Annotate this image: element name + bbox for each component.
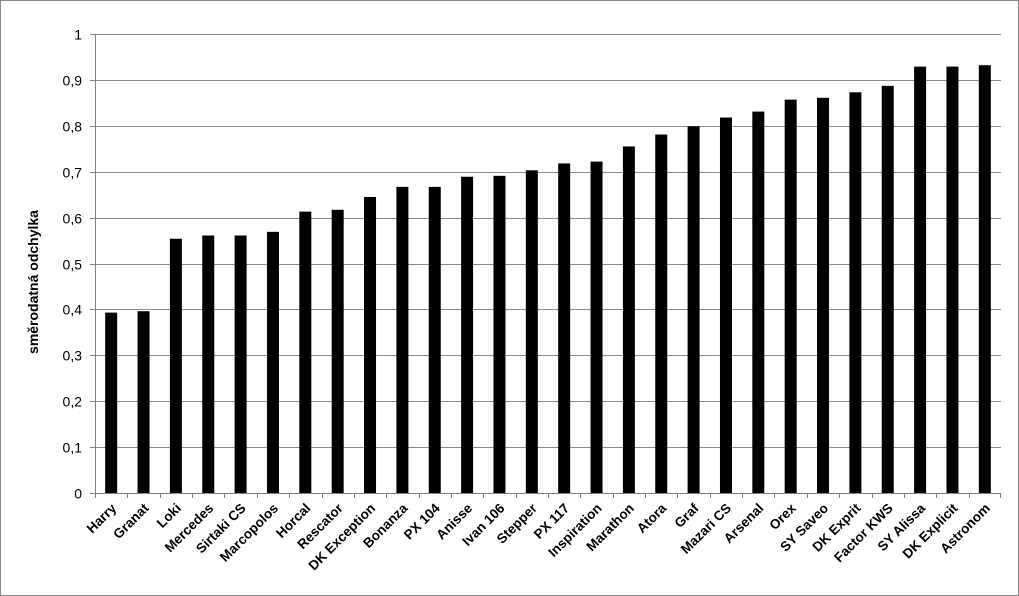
bar [202, 235, 215, 493]
bar [105, 312, 118, 493]
bar [817, 97, 830, 494]
x-category-label: Atora [634, 500, 670, 536]
y-tick-label: 0,7 [63, 165, 83, 181]
bar [881, 85, 894, 493]
bar [299, 211, 312, 493]
y-axis-title: směrodatná odchylka [25, 210, 41, 354]
bar [655, 134, 668, 493]
bar [849, 92, 862, 493]
bar [169, 238, 182, 493]
x-category-label: Granat [110, 500, 152, 542]
y-tick-labels: 0 0,1 0,2 0,3 0,4 0,5 0,6 0,7 0,8 0,9 1 [63, 27, 83, 502]
y-tick-label: 0,5 [63, 257, 83, 273]
bar [978, 65, 991, 493]
bar [784, 99, 797, 494]
bar [914, 66, 927, 494]
y-tick-label: 0,4 [63, 302, 83, 318]
bar [946, 66, 959, 494]
bar [590, 161, 603, 494]
y-tick-label: 1 [74, 27, 82, 43]
bar [493, 175, 506, 493]
bar [234, 235, 247, 493]
gridlines [95, 34, 1001, 448]
bars [105, 65, 991, 494]
y-tick-label: 0,8 [63, 119, 83, 135]
bar [461, 176, 474, 493]
y-tick-label: 0,3 [63, 348, 83, 364]
bar [331, 209, 344, 493]
bar [687, 126, 700, 493]
y-tick-label: 0,1 [63, 440, 83, 456]
y-tick-label: 0,9 [63, 73, 83, 89]
bar [266, 231, 279, 494]
bar [428, 186, 441, 494]
bar [364, 196, 377, 493]
axes [90, 34, 1001, 498]
bar [525, 170, 538, 493]
y-tick-label: 0 [74, 486, 82, 502]
y-tick-label: 0,2 [63, 394, 83, 410]
bar [137, 311, 150, 493]
bar [622, 146, 635, 493]
bar [752, 111, 765, 494]
y-tick-label: 0,6 [63, 211, 83, 227]
bar [719, 117, 732, 494]
bar [558, 163, 571, 494]
bar [396, 186, 409, 494]
